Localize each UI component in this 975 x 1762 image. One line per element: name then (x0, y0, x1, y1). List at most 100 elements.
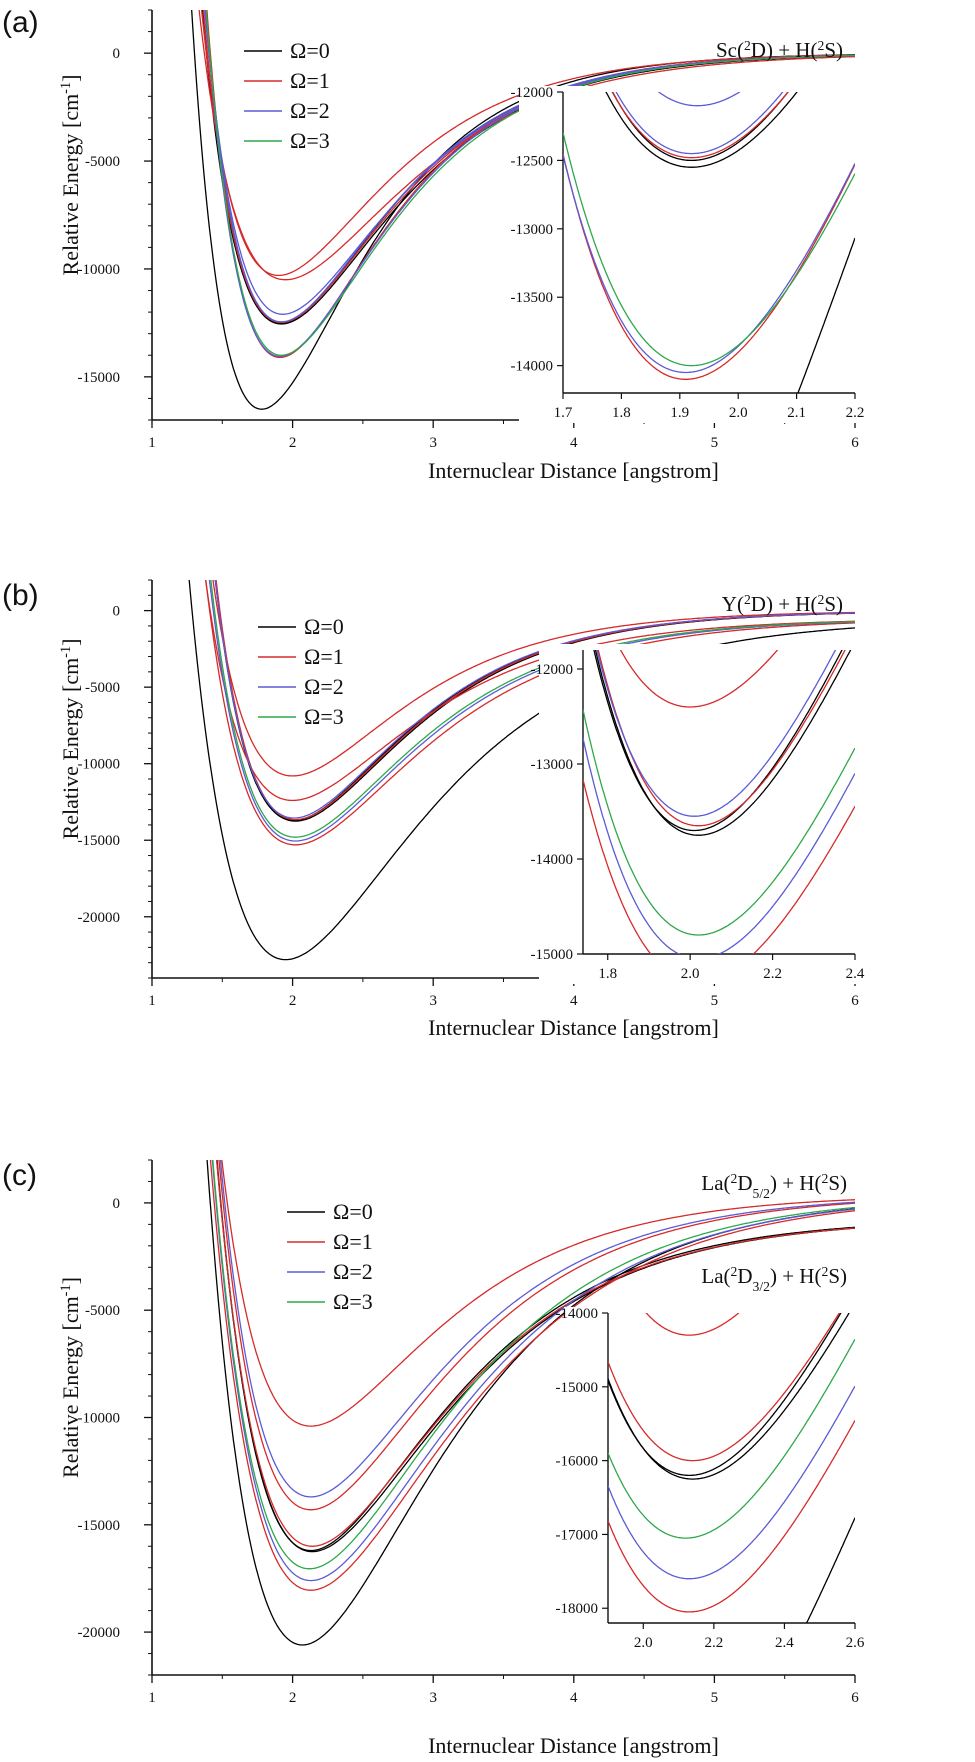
x-tick-label: 3 (429, 1690, 437, 1706)
text-span: D (751, 592, 766, 616)
y-tick-label: -20000 (78, 1625, 121, 1641)
legend-label: Ω=3 (290, 128, 330, 153)
text-span: ) (840, 1264, 847, 1288)
inset-y-tick-label: -14000 (531, 852, 574, 868)
inset-x-tick-label: 2.6 (846, 1635, 865, 1651)
inset-x-tick-label: 1.8 (612, 405, 631, 421)
x-tick-label: 1 (148, 1690, 156, 1706)
inset-x-tick-label: 2.2 (704, 1635, 723, 1651)
inset-y-tick-label: -14000 (511, 359, 554, 375)
text-span: + H( (773, 592, 818, 616)
inset-x-tick-label: 2.0 (729, 405, 748, 421)
x-tick-label: 4 (570, 435, 578, 451)
text-span: ) (836, 592, 843, 616)
legend-label: Ω=1 (333, 1229, 373, 1254)
text-span: 3/2 (753, 1279, 771, 1294)
text-span: ) (836, 38, 843, 62)
x-tick-label: 6 (851, 1690, 859, 1706)
x-tick-label: 2 (289, 435, 297, 451)
text-span: S (824, 592, 836, 616)
inset-y-tick-label: -17000 (556, 1527, 599, 1543)
legend-label: Ω=2 (290, 98, 330, 123)
text-span: + H( (773, 38, 818, 62)
y-tick-label: 0 (113, 1196, 121, 1212)
inset-x-tick-label: 2.0 (634, 1635, 653, 1651)
text-span: S (824, 38, 836, 62)
inset-x-tick-label: 2.2 (846, 405, 865, 421)
inset-y-tick-label: -15000 (556, 1380, 599, 1396)
inset-y-tick-label: -12500 (511, 153, 554, 169)
panel-label: (c) (2, 1159, 37, 1192)
text-span: Sc( (716, 38, 744, 62)
y-axis-title: Relative Energy [cm-1] (58, 639, 83, 840)
panel-label: (a) (2, 6, 39, 39)
asymptote-label: La(2D3/2) + H(2S) (701, 1264, 847, 1294)
inset-y-tick-label: -15000 (531, 947, 574, 963)
x-tick-label: 1 (148, 993, 156, 1009)
inset-x-tick-label: 1.8 (598, 966, 617, 982)
y-tick-label: -5000 (85, 1303, 120, 1319)
text-span: ) (840, 1171, 847, 1195)
legend-label: Ω=0 (290, 38, 330, 63)
legend-label: Ω=2 (333, 1259, 373, 1284)
text-span: -1 (58, 1284, 74, 1296)
text-span: + H( (777, 1171, 822, 1195)
inset-x-tick-label: 1.9 (670, 405, 689, 421)
text-span: -1 (58, 646, 74, 658)
x-tick-label: 6 (851, 993, 859, 1009)
inset-y-tick-label: -16000 (556, 1454, 599, 1470)
x-tick-label: 2 (289, 993, 297, 1009)
legend-label: Ω=0 (333, 1199, 373, 1224)
asymptote-label: Sc(2D) + H(2S) (716, 38, 843, 63)
y-tick-label: -15000 (78, 1518, 121, 1534)
x-axis-title: Internuclear Distance [angstrom] (428, 458, 719, 483)
text-span: Relative Energy [cm (58, 94, 83, 276)
text-span: La( (701, 1171, 730, 1195)
text-span: ) (766, 38, 773, 62)
text-span: D (751, 38, 766, 62)
text-span: La( (701, 1264, 730, 1288)
text-span: ] (58, 75, 83, 82)
y-axis-title: Relative Energy [cm-1] (58, 1277, 83, 1478)
y-tick-label: -5000 (85, 680, 120, 696)
inset-y-tick-label: -13500 (511, 290, 554, 306)
legend-label: Ω=3 (304, 704, 344, 729)
y-tick-label: -10000 (78, 1411, 121, 1427)
text-span: D (737, 1264, 752, 1288)
inset-background (539, 644, 863, 984)
inset-y-tick-label: -12000 (511, 85, 554, 101)
y-tick-label: -15000 (78, 833, 121, 849)
inset-background (564, 1307, 863, 1653)
text-span: -1 (58, 82, 74, 94)
legend-label: Ω=0 (304, 614, 344, 639)
x-tick-label: 5 (711, 1690, 719, 1706)
x-tick-label: 2 (289, 1690, 297, 1706)
y-tick-label: -15000 (78, 370, 121, 386)
legend-label: Ω=1 (304, 644, 344, 669)
text-span: ) (770, 1171, 777, 1195)
y-tick-label: 0 (113, 604, 121, 620)
inset-y-tick-label: -14000 (556, 1306, 599, 1322)
panel-label: (b) (2, 579, 39, 612)
x-tick-label: 4 (570, 993, 578, 1009)
y-tick-label: -10000 (78, 757, 121, 773)
y-axis-title: Relative Energy [cm-1] (58, 75, 83, 276)
y-tick-label: -10000 (78, 262, 121, 278)
text-span: S (828, 1171, 840, 1195)
inset-x-tick-label: 1.7 (554, 405, 573, 421)
inset-x-tick-label: 2.2 (763, 966, 782, 982)
text-span: ] (58, 1277, 83, 1284)
legend-label: Ω=2 (304, 674, 344, 699)
legend-label: Ω=1 (290, 68, 330, 93)
text-span: 5/2 (753, 1186, 771, 1201)
y-tick-label: 0 (113, 46, 121, 62)
text-span: Relative Energy [cm (58, 658, 83, 840)
text-span: ) (770, 1264, 777, 1288)
asymptote-label: La(2D5/2) + H(2S) (701, 1171, 847, 1201)
text-span: Relative Energy [cm (58, 1296, 83, 1478)
y-tick-label: -5000 (85, 154, 120, 170)
inset-y-tick-label: -13000 (531, 757, 574, 773)
text-span: Y( (722, 592, 744, 616)
x-tick-label: 1 (148, 435, 156, 451)
